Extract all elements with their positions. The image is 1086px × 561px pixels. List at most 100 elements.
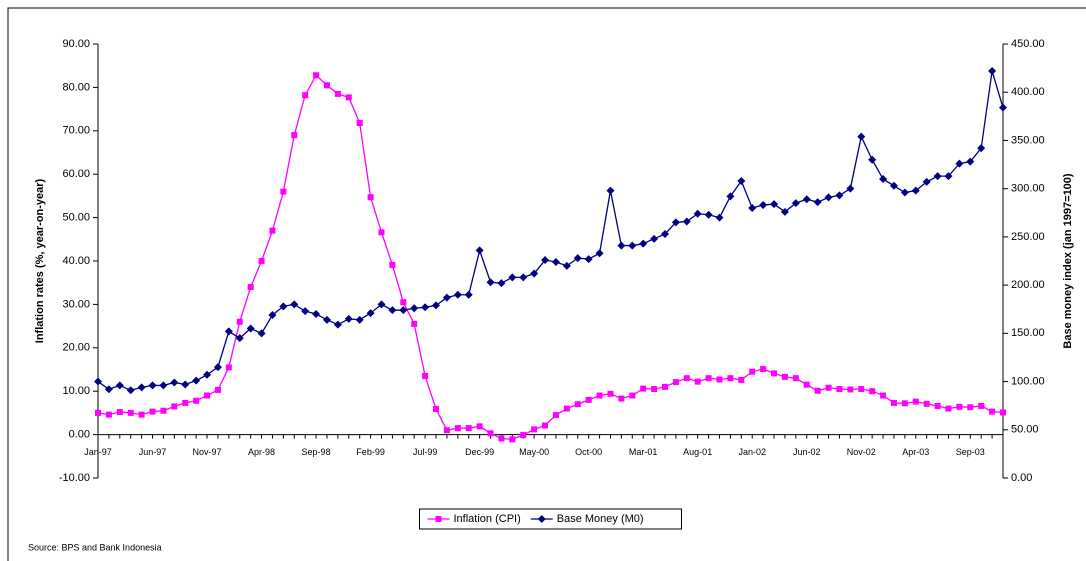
data-point [214,386,221,393]
data-point [737,176,746,185]
data-point [749,368,756,375]
x-tick-label: Sep-03 [956,447,985,457]
data-point [115,381,124,390]
data-point [802,195,811,204]
data-point [934,402,941,409]
data-point [780,207,789,216]
data-point [693,209,702,218]
data-point [334,90,341,97]
data-point [236,318,243,325]
data-point [846,184,855,193]
legend-marker [435,516,442,522]
data-point [879,175,888,184]
y2-tick-label: 450.00 [1011,38,1045,50]
y2-tick-label: 350.00 [1011,134,1045,146]
data-point [422,373,429,380]
data-point [530,269,539,278]
data-point [672,379,679,386]
data-point [715,213,724,222]
data-point [181,380,190,389]
data-point [584,255,593,264]
data-point [486,278,495,287]
data-point [95,409,101,416]
y2-tick-label: 150.00 [1011,327,1045,339]
data-point [585,396,592,403]
data-point [933,172,942,181]
data-point [94,377,102,386]
x-tick-label: Apr-98 [248,447,275,457]
x-tick-label: Aug-01 [683,447,712,457]
data-point [869,388,876,395]
data-point [126,386,135,395]
data-point [760,366,767,373]
data-point [836,386,843,393]
x-tick-label: Apr-03 [902,447,929,457]
x-tick-label: Jun-02 [793,447,821,457]
x-tick-label: May-00 [519,447,549,457]
data-point [378,229,385,236]
legend-label: Base Money (M0) [557,513,644,525]
y-tick-label: 80.00 [62,81,90,93]
data-point [988,67,997,76]
data-point [660,229,669,238]
data-point [651,386,658,393]
data-point [225,364,232,371]
data-point [813,198,822,207]
x-tick-label: Feb-99 [356,447,385,457]
data-point [105,411,112,418]
data-point [269,227,276,234]
y-tick-label: 90.00 [62,38,90,50]
data-point [705,375,712,382]
chart-frame [7,7,1086,561]
data-point [421,303,430,312]
data-point [606,186,615,195]
data-point [193,397,200,404]
data-point [344,314,353,323]
data-point [978,402,985,409]
data-point [268,311,277,320]
source-note: Source: BPS and Bank Indonesia [28,542,162,552]
data-point [519,273,528,282]
x-tick-label: Mar-01 [629,447,658,457]
data-point [170,378,179,387]
data-point [618,395,625,402]
x-tick-label: Nov-02 [847,447,876,457]
y-tick-label: 20.00 [62,342,90,354]
data-point [498,435,505,442]
data-point [453,290,462,299]
data-point [235,334,244,343]
data-point [835,191,844,200]
data-point [323,82,330,89]
data-point [355,315,364,324]
data-point [367,194,374,201]
data-point [857,132,866,141]
data-point [671,218,680,227]
data-point [149,408,156,415]
x-tick-label: Jan-97 [84,447,112,457]
data-point [956,403,963,410]
data-point [868,155,877,164]
data-point [345,94,352,101]
data-point [204,392,211,399]
data-point [443,427,450,434]
y-tick-label: 70.00 [62,125,90,137]
data-point [509,436,516,443]
data-point [551,257,560,266]
data-point [159,381,168,390]
y-tick-label: -10.00 [59,472,90,484]
data-point [738,376,745,383]
data-point [716,376,723,383]
data-point [999,103,1007,112]
data-point [901,400,908,407]
data-point [213,363,222,372]
data-point [301,307,310,316]
data-point [1000,409,1006,416]
data-point [759,201,768,210]
data-point [552,412,559,419]
data-point [824,193,833,202]
x-tick-label: Dec-99 [465,447,494,457]
data-point [377,300,386,309]
legend-label: Inflation (CPI) [454,513,521,525]
data-point [596,392,603,399]
